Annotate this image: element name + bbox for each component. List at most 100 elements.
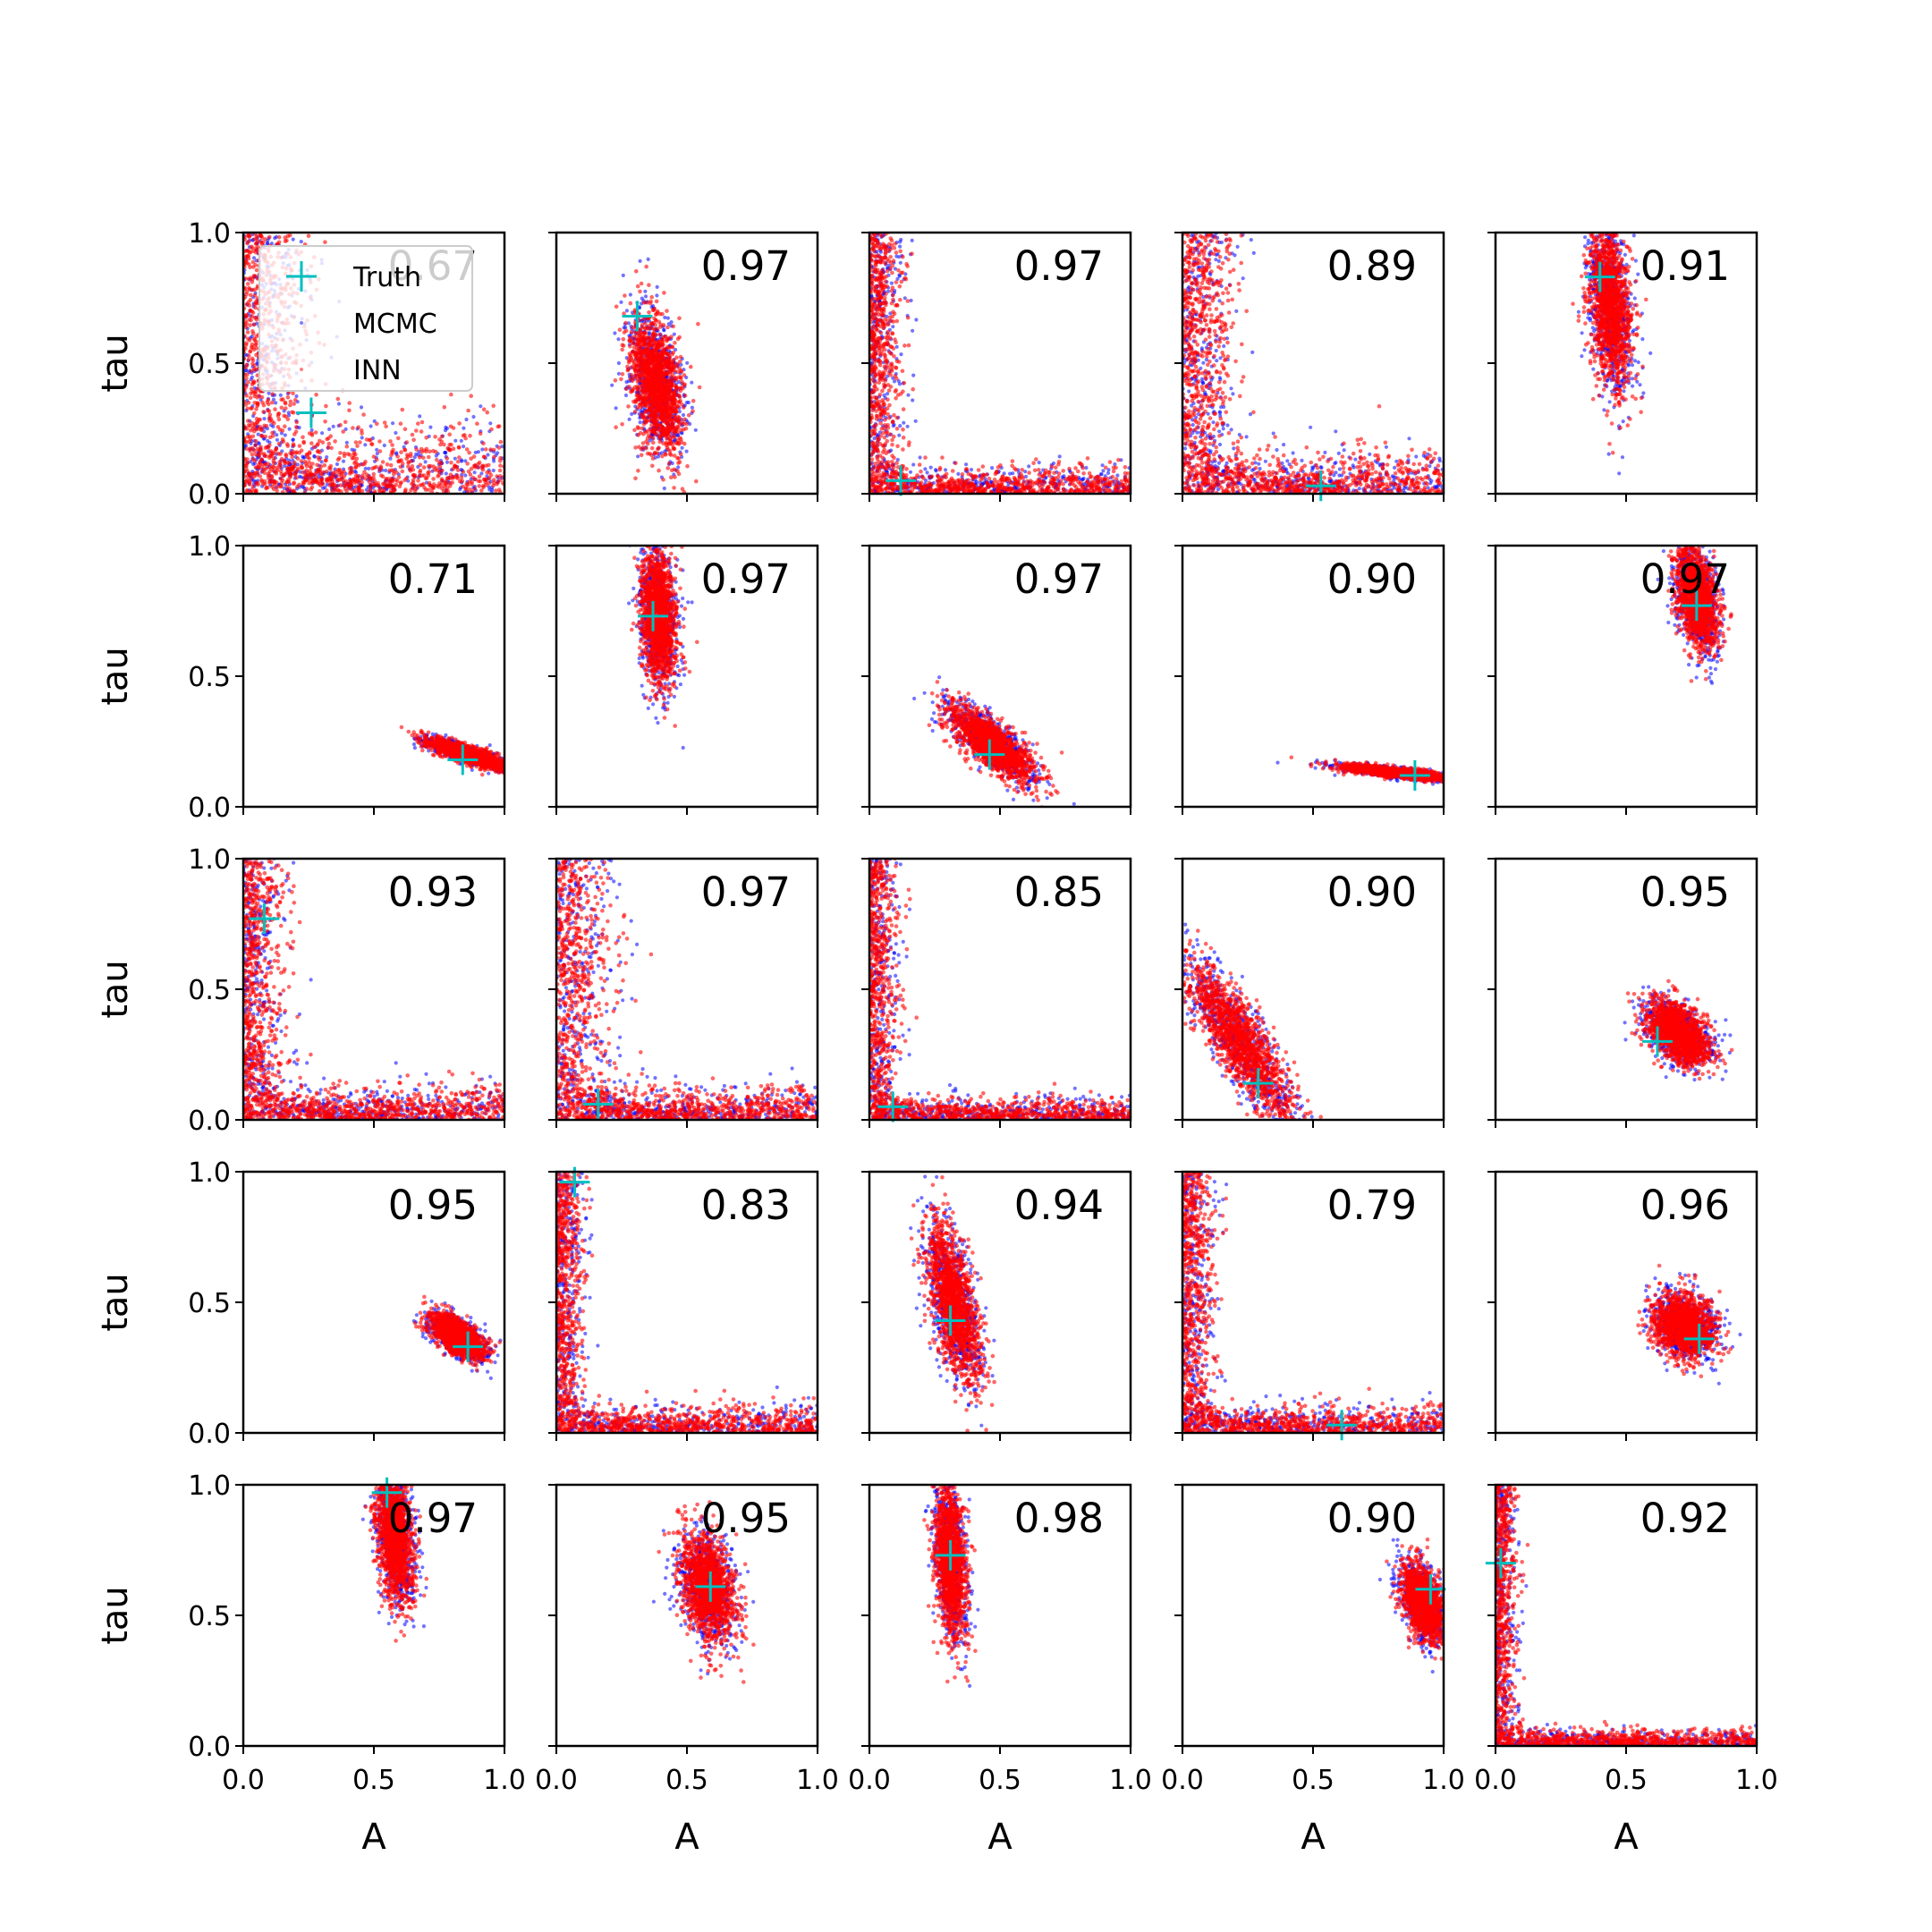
inn-point (639, 431, 643, 436)
mcmc-point (624, 380, 628, 384)
inn-point (244, 377, 249, 381)
inn-point (436, 485, 441, 489)
inn-point (662, 419, 666, 424)
inn-point (267, 444, 272, 448)
inn-point (357, 487, 361, 492)
mcmc-point (682, 413, 685, 417)
inn-point (682, 428, 686, 432)
inn-point (456, 468, 461, 472)
inn-point (660, 402, 665, 407)
inn-point (401, 408, 405, 412)
inn-point (499, 440, 504, 445)
inn-point (1114, 477, 1119, 481)
inn-point (302, 480, 307, 485)
inn-point (666, 408, 671, 412)
mcmc-point (647, 258, 650, 261)
inn-point (413, 473, 418, 478)
inn-point (411, 438, 416, 443)
inn-point (658, 312, 663, 317)
inn-point (397, 475, 402, 479)
inn-point (388, 439, 393, 444)
inn-point (685, 464, 690, 469)
inn-point (677, 456, 682, 461)
inn-point (478, 461, 482, 465)
inn-point (264, 467, 268, 471)
inn-point (672, 446, 676, 451)
inn-point (290, 411, 294, 415)
mcmc-point (956, 472, 960, 476)
mcmc-point (628, 418, 631, 421)
inn-point (402, 479, 407, 483)
inn-point (673, 468, 677, 472)
inn-point (277, 418, 282, 422)
inn-point (433, 435, 437, 439)
inn-point (457, 455, 462, 460)
inn-point (498, 469, 503, 473)
inn-point (280, 406, 284, 411)
inn-point (287, 479, 292, 484)
mcmc-point (622, 274, 625, 277)
inn-point (479, 479, 483, 484)
inn-point (488, 447, 493, 452)
inn-point (401, 462, 405, 466)
inn-point (431, 477, 436, 481)
mcmc-point (929, 466, 933, 470)
inn-point (247, 354, 251, 359)
inn-point (647, 352, 651, 357)
inn-point (651, 441, 656, 445)
inn-point (409, 452, 413, 456)
inn-point (647, 283, 651, 287)
inn-point (262, 403, 267, 408)
y-tick-label: 0.5 (188, 349, 231, 380)
mcmc-point (394, 431, 397, 435)
inn-point (469, 394, 473, 398)
inn-point (421, 482, 426, 487)
inn-point (1086, 456, 1090, 461)
inn-point (466, 409, 470, 413)
inn-point (655, 359, 659, 363)
mcmc-point (444, 451, 447, 454)
inn-point (650, 446, 655, 451)
inn-point (642, 379, 647, 384)
inn-point (326, 436, 331, 441)
inn-point (273, 407, 277, 411)
inn-point (365, 437, 369, 442)
inn-point (665, 417, 669, 421)
inn-point (403, 487, 408, 492)
inn-point (421, 456, 426, 461)
inn-point (667, 462, 672, 466)
inn-point (656, 408, 660, 412)
inn-point (355, 444, 360, 448)
inn-point (665, 442, 670, 446)
inn-point (644, 337, 648, 342)
inn-point (445, 477, 450, 481)
inn-point (267, 474, 271, 479)
inn-point (295, 450, 300, 454)
mcmc-point (923, 467, 927, 470)
inn-point (244, 343, 249, 347)
inn-point (252, 411, 257, 416)
inn-point (449, 425, 453, 429)
inn-point (248, 287, 252, 292)
mcmc-point (617, 361, 621, 365)
inn-point (279, 470, 284, 474)
inn-point (663, 408, 667, 412)
inn-point (679, 355, 683, 360)
mcmc-point (479, 404, 482, 408)
inn-point (250, 329, 255, 334)
inn-point (665, 309, 669, 313)
mcmc-point (364, 467, 368, 470)
inn-point (276, 414, 281, 419)
inn-point (309, 481, 314, 486)
inn-point (286, 417, 291, 421)
inn-point (343, 452, 347, 456)
inn-point (631, 377, 635, 381)
mcmc-point (690, 381, 693, 385)
inn-point (271, 434, 275, 438)
inn-point (375, 483, 379, 487)
inn-point (292, 432, 297, 436)
inn-point (652, 369, 657, 373)
inn-point (651, 411, 656, 416)
inn-point (478, 484, 482, 488)
mcmc-point (1082, 477, 1086, 480)
